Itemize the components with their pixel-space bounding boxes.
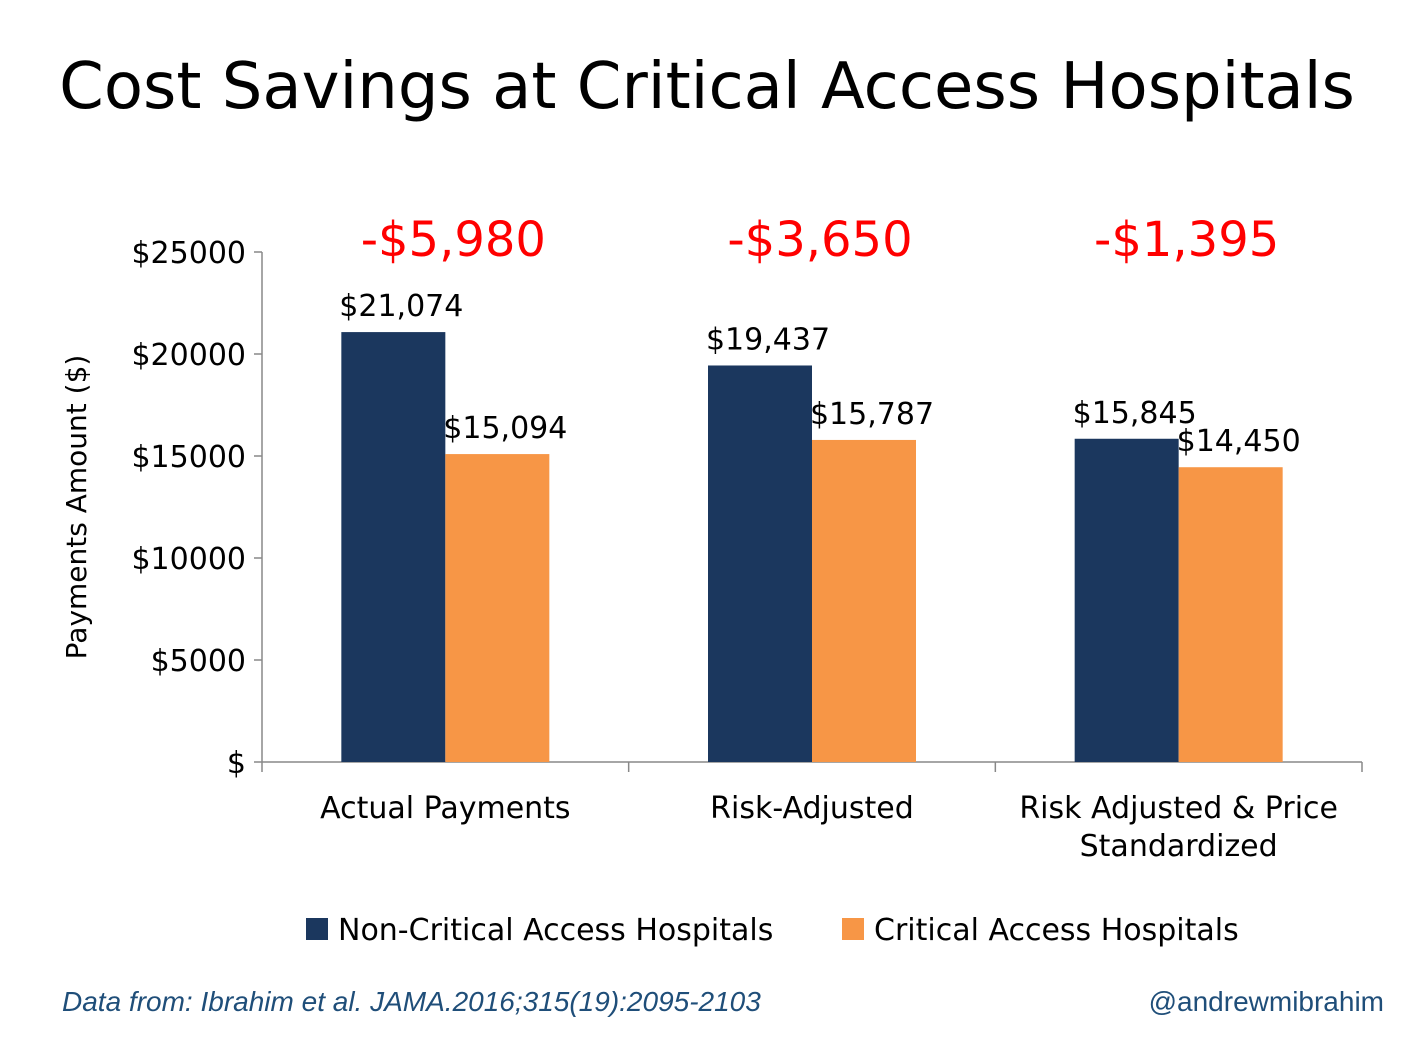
category-label: Risk Adjusted & Price <box>1019 791 1338 826</box>
y-tick-label: $10000 <box>131 542 246 577</box>
legend-swatch <box>306 918 328 940</box>
legend-swatch <box>842 918 864 940</box>
y-tick-label: $15000 <box>131 440 246 475</box>
bar-non-critical <box>708 365 812 762</box>
source-citation: Data from: Ibrahim et al. JAMA.2016;315(… <box>62 986 761 1017</box>
page-title: Cost Savings at Critical Access Hospital… <box>59 50 1355 124</box>
chart-labels: $21,074 $15,094 Actual Payments -$5,980 $19,… <box>320 212 1338 864</box>
difference-label: -$1,395 <box>1094 212 1279 268</box>
legend-label: Critical Access Hospitals <box>874 913 1239 948</box>
y-tick-label: $5000 <box>151 644 246 679</box>
legend-label: Non-Critical Access Hospitals <box>338 913 773 948</box>
chart-legend: Non-Critical Access Hospitals Critical Ac… <box>306 913 1239 948</box>
bar-non-critical <box>1074 438 1179 762</box>
y-tick-label: $25000 <box>131 236 246 271</box>
bar-non-critical <box>341 332 446 762</box>
bar-critical <box>812 439 916 762</box>
difference-label: -$3,650 <box>727 212 912 268</box>
bar-value-label: $21,074 <box>339 289 463 324</box>
bar-critical <box>1178 467 1283 762</box>
bar-value-label: $15,845 <box>1073 396 1197 431</box>
y-axis-title: Payments Amount ($) <box>60 355 93 660</box>
bar-value-label: $19,437 <box>706 322 830 357</box>
bar-value-label: $15,094 <box>443 411 567 446</box>
difference-label: -$5,980 <box>361 212 546 268</box>
category-label: Risk-Adjusted <box>710 791 914 826</box>
category-label: Standardized <box>1080 829 1278 864</box>
bar-value-label: $15,787 <box>810 397 934 432</box>
bar-value-label: $14,450 <box>1177 424 1301 459</box>
y-tick-label: $ <box>227 746 246 781</box>
chart-axes: $ $5000 $10000 $15000 $20000 $25000 Payments A… <box>60 236 1363 781</box>
category-label: Actual Payments <box>320 791 571 826</box>
y-tick-label: $20000 <box>131 338 246 373</box>
chart-bars <box>341 332 1283 762</box>
author-handle: @andrewmibrahim <box>1148 986 1384 1017</box>
bar-critical <box>445 454 550 762</box>
